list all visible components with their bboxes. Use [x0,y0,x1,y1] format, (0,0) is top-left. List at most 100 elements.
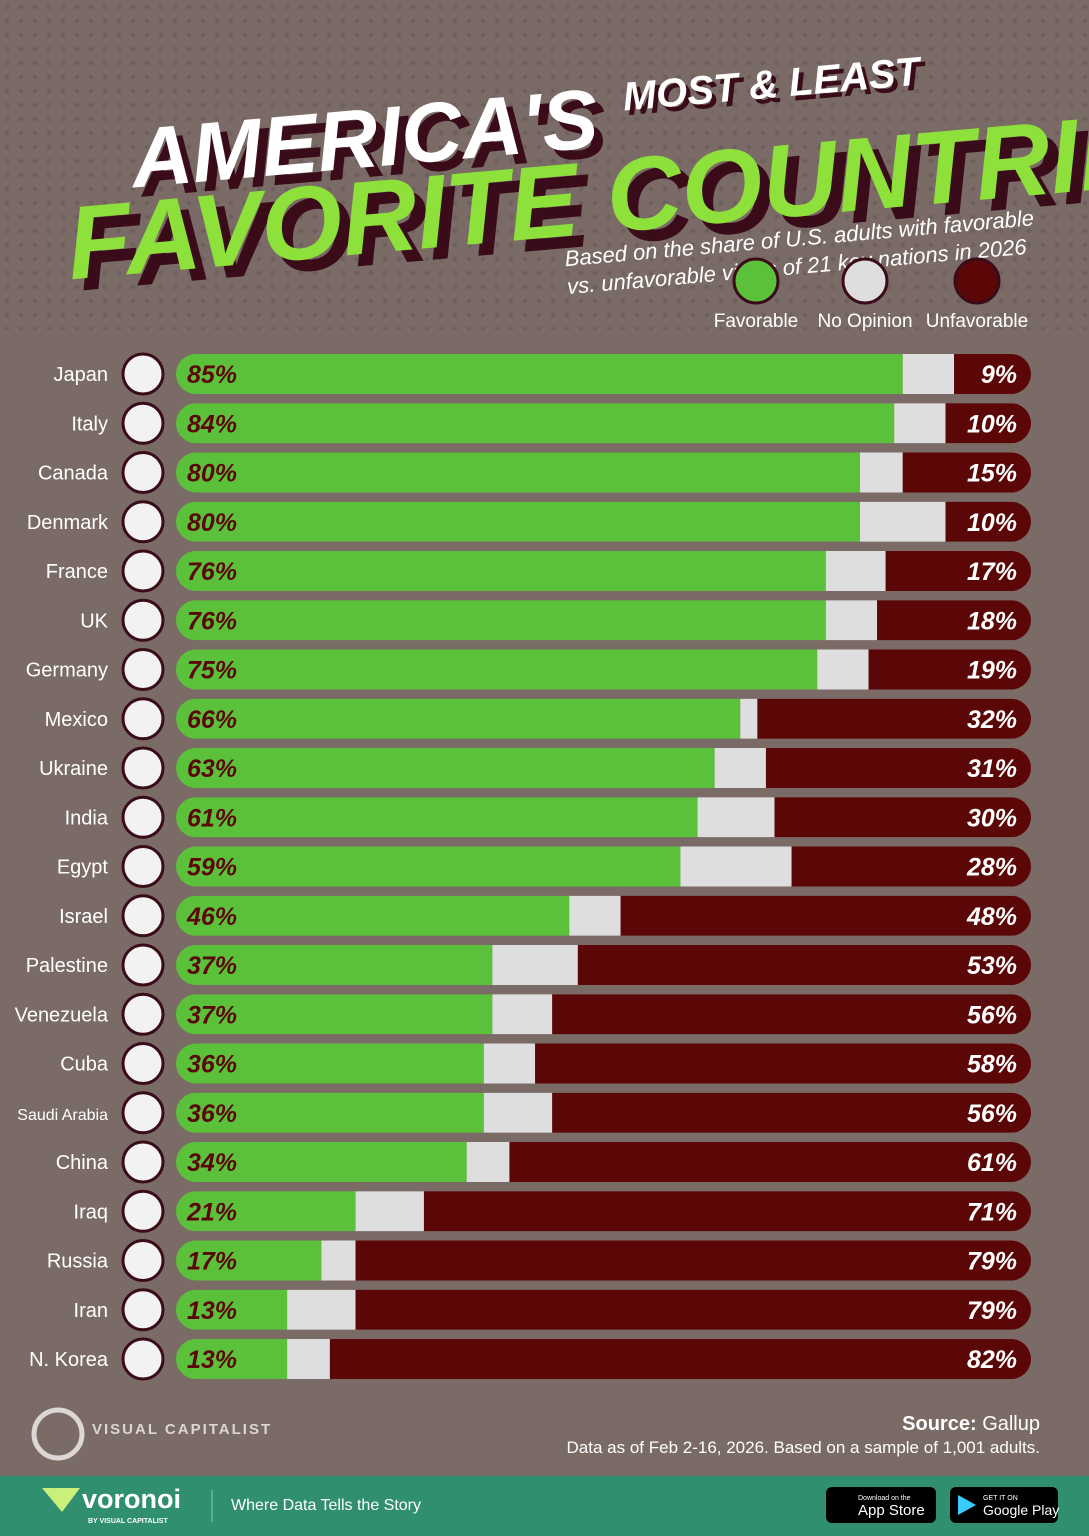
y-tick-label: Germany [26,660,108,682]
flag-icon [121,1239,165,1282]
y-tick-label: Venezuela [15,1004,109,1026]
background-dots [0,0,1089,330]
bar-row [176,501,1031,542]
value-label: 76% [187,607,237,635]
bar-segment [176,551,826,591]
value-label: 63% [187,755,237,783]
value-label: 19% [967,657,1017,685]
y-tick-label: India [65,807,109,829]
publisher-logo: VISUAL CAPITALIST [31,1407,270,1461]
bar-segment [176,452,860,493]
value-label: 10% [967,509,1017,537]
value-label: 13% [187,1346,237,1374]
bar-segment [791,846,1031,887]
google-play-icon [958,1495,976,1515]
value-label: 75% [187,657,237,685]
bar-segment [894,403,946,444]
title-block: AMERICA'S AMERICA'S MOST & LEAST MOST & … [63,49,1089,313]
bar-segment [765,748,1031,788]
flag-icon [121,894,165,938]
flag-icon [121,697,165,741]
value-label: 30% [967,804,1017,832]
bar-row [176,698,1031,739]
bar-segment [329,1339,1031,1379]
bar-segment [877,600,1031,641]
value-label: 37% [187,952,237,980]
bar-row [176,1092,1031,1133]
value-label: 36% [187,1100,237,1128]
source-line: Source: Gallup [902,1413,1040,1435]
bar-segment [176,895,570,936]
value-label: 46% [186,903,237,931]
y-tick-label: Cuba [60,1054,109,1076]
bar-segment [423,1191,1031,1232]
bar-segment [176,354,903,394]
bar-row [176,1142,1031,1182]
bar-segment [509,1142,1031,1182]
bar-segment [902,354,955,394]
bar-segment [176,1092,484,1133]
bar-segment [176,403,895,444]
value-label: 36% [187,1051,237,1079]
bar-segment [355,1240,1031,1281]
bar-segment [680,846,792,887]
bar-segment [697,797,775,838]
value-label: 32% [967,706,1017,734]
value-label: 21% [186,1198,237,1226]
flag-icon [121,795,165,839]
bar-segment [287,1339,330,1379]
bar-row [176,1240,1031,1281]
legend-swatch [953,257,1001,305]
bar-segment [774,797,1031,838]
bar-segment [176,501,860,542]
y-tick-label: Palestine [26,955,108,977]
flag-icon [121,1091,165,1135]
bar-segment [176,649,818,690]
y-tick-label: Italy [71,413,108,435]
value-label: 58% [967,1051,1017,1079]
y-tick-label: Japan [54,364,109,386]
flag-icon [121,401,165,445]
flag-icon [121,1189,165,1233]
bar-segment [176,748,715,788]
value-label: 28% [966,854,1017,882]
y-tick-label: Israel [59,906,108,928]
bar-row [176,895,1031,936]
y-tick-label: Iran [74,1300,108,1322]
flag-icon [121,451,165,494]
tagline: Where Data Tells the Story [231,1497,421,1514]
y-tick-label: China [56,1152,109,1174]
bar-segment [569,895,621,936]
google-small: GET IT ON [983,1495,1018,1502]
google-play-badge[interactable] [950,1487,1058,1523]
value-label: 17% [187,1248,237,1276]
bar-row [176,1043,1031,1084]
y-tick-label: Saudi Arabia [17,1107,108,1124]
bar-row [176,1339,1031,1379]
bar-row [176,797,1031,838]
value-label: 66% [187,706,237,734]
y-tick-label: Ukraine [39,758,108,780]
bar-row [176,551,1031,591]
value-label: 34% [187,1149,237,1177]
y-tick-label: Russia [47,1251,109,1273]
flag-icon [121,648,165,691]
flag-icon [121,943,165,987]
app-store-badge[interactable] [826,1487,936,1523]
y-tick-label: Iraq [74,1201,108,1223]
bar-segment [176,1142,467,1182]
value-label: 13% [187,1297,237,1325]
value-label: 76% [187,558,237,586]
bar-segment [466,1142,510,1182]
bar-row [176,600,1031,641]
value-label: 56% [967,1100,1017,1128]
bar-segment [757,698,1031,739]
footer-logo-mark [42,1488,80,1512]
y-tick-label: Egypt [57,857,109,879]
bar-segment [860,452,903,493]
flag-icon [121,549,165,593]
bar-segment [535,1043,1031,1084]
source: Gallup [982,1413,1040,1435]
flag-icon [121,746,165,790]
